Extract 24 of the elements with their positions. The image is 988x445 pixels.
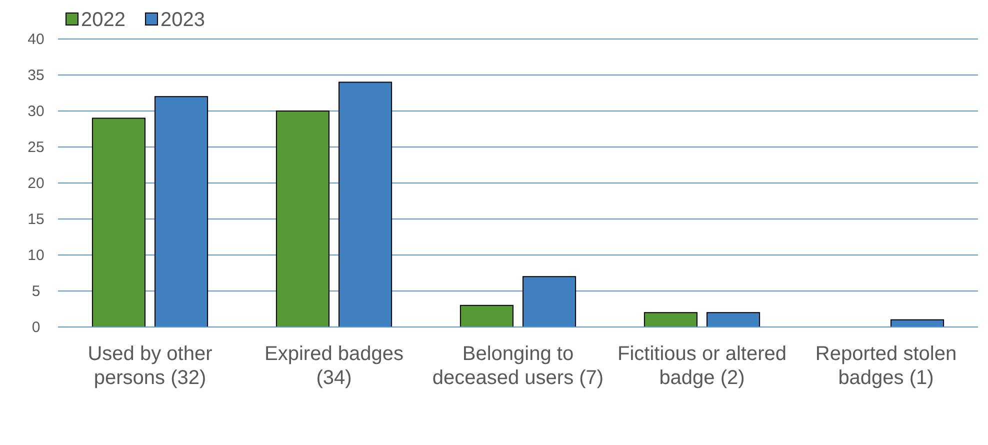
bar: [460, 304, 514, 328]
bar: [706, 312, 760, 328]
bar: [276, 110, 330, 328]
x-tick-label: Fictitious or altered badge (2): [618, 343, 786, 389]
y-tick-label: 40: [28, 30, 44, 48]
x-tick-label: Expired badges (34): [264, 343, 404, 389]
x-tick-label: Belonging to deceased users (7): [432, 343, 604, 389]
x-tick-label: Reported stolen badges (1): [815, 343, 957, 389]
legend-label: 2022: [81, 9, 126, 31]
bar: [92, 118, 146, 328]
bar: [154, 96, 208, 328]
x-tick-label: Used by other persons (32): [88, 343, 213, 389]
bar: [522, 276, 576, 328]
y-tick-label: 25: [28, 138, 44, 156]
legend-label: 2023: [160, 9, 205, 31]
y-tick-label: 35: [28, 66, 44, 84]
y-tick-label: 15: [28, 210, 44, 228]
bar: [644, 312, 698, 328]
y-tick-label: 0: [32, 318, 40, 336]
y-tick-label: 30: [28, 102, 44, 120]
y-tick-label: 20: [28, 174, 44, 192]
y-tick-label: 10: [28, 246, 44, 264]
bar: [338, 82, 392, 328]
y-tick-label: 5: [32, 282, 40, 300]
